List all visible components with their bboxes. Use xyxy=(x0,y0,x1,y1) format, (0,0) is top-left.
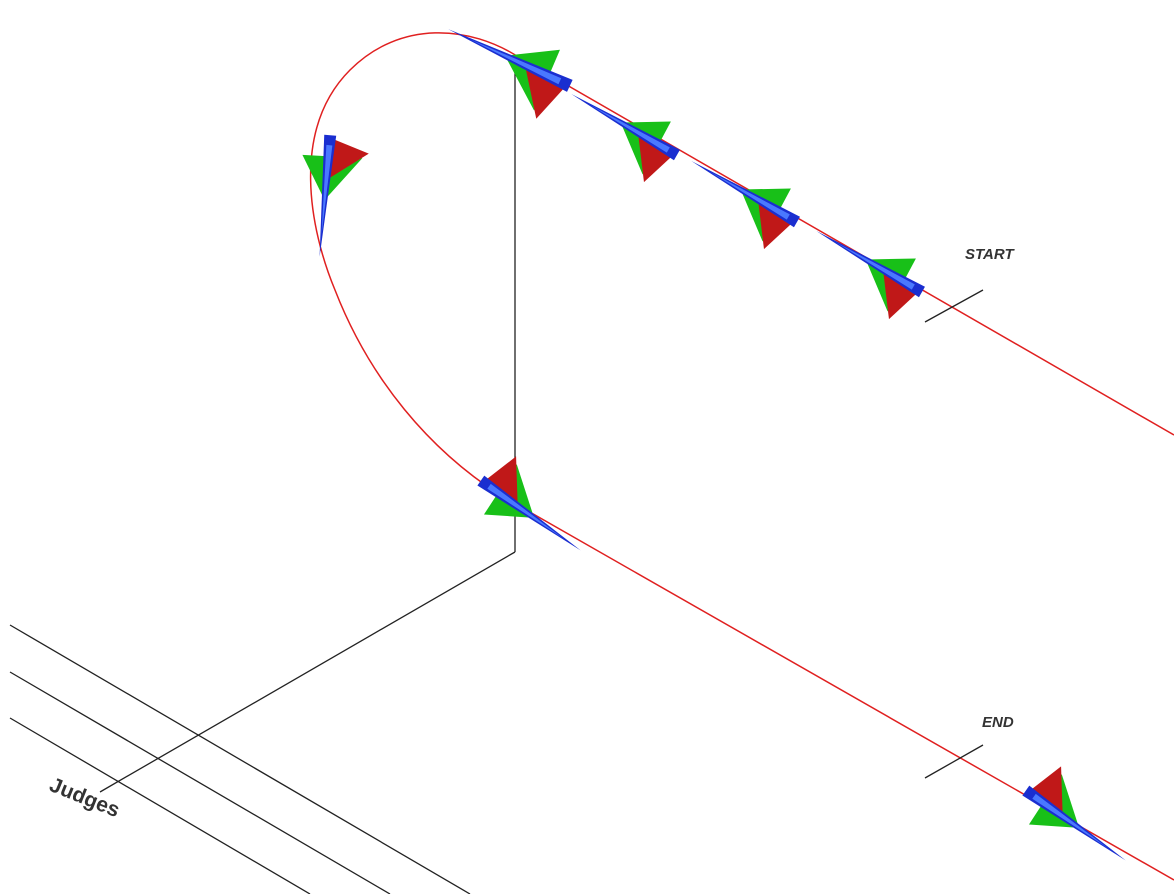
end-label: END xyxy=(982,714,1014,731)
ground-line xyxy=(9,671,391,894)
judges-axis xyxy=(99,551,516,793)
plane xyxy=(671,138,810,257)
plane xyxy=(796,208,935,327)
start-label: START xyxy=(965,246,1015,263)
start-gate xyxy=(924,289,984,323)
plane xyxy=(1010,757,1149,882)
flight-path xyxy=(309,32,1174,881)
judges-label: Judges xyxy=(46,773,123,822)
plane xyxy=(465,447,604,572)
ground-line xyxy=(9,624,471,894)
end-gate xyxy=(924,744,984,779)
plane xyxy=(429,3,582,126)
ground-line xyxy=(9,717,311,894)
plane xyxy=(551,71,690,190)
plane xyxy=(293,132,371,261)
